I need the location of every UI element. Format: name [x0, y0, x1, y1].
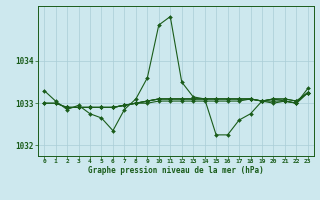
X-axis label: Graphe pression niveau de la mer (hPa): Graphe pression niveau de la mer (hPa) [88, 166, 264, 175]
